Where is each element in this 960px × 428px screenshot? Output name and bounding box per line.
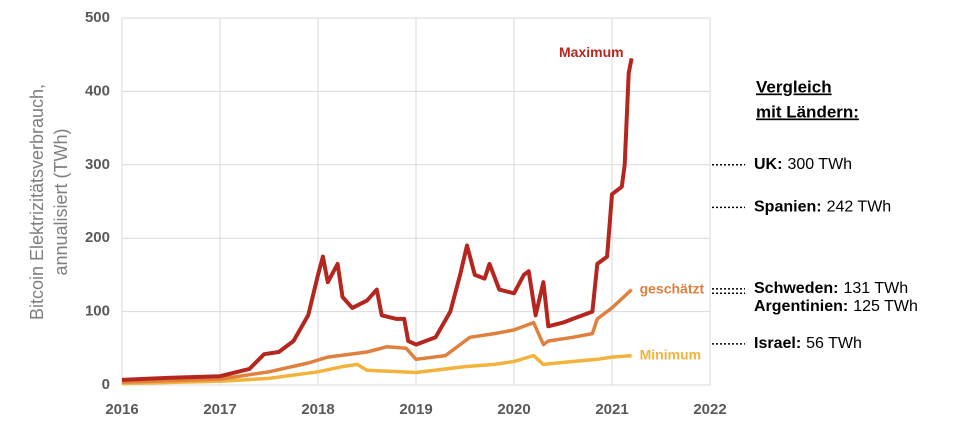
x-tick-label: 2020 <box>497 401 530 418</box>
reference-label: Argentinien: 125 TWh <box>754 298 918 315</box>
series-label: Maximum <box>559 44 624 60</box>
y-tick-label: 0 <box>102 376 110 393</box>
reference-label: Schweden: 131 TWh <box>754 280 908 297</box>
x-tick-label: 2018 <box>301 401 334 418</box>
reference-label: UK: 300 TWh <box>754 156 852 173</box>
reference-value: 125 TWh <box>853 298 918 315</box>
y-tick-label: 100 <box>85 303 110 320</box>
reference-value: 56 TWh <box>806 335 862 352</box>
y-tick-label: 200 <box>85 229 110 246</box>
y-axis-title: annualisiert (TWh) <box>51 128 71 275</box>
reference-label: Israel: 56 TWh <box>754 335 862 352</box>
reference-country: Schweden: <box>754 280 838 297</box>
x-tick-label: 2017 <box>203 401 236 418</box>
series-label: geschätzt <box>640 280 705 296</box>
y-tick-label: 400 <box>85 82 110 99</box>
reference-value: 300 TWh <box>787 156 852 173</box>
y-tick-label: 500 <box>85 9 110 26</box>
reference-label: Spanien: 242 TWh <box>754 199 891 216</box>
series-line <box>121 58 634 382</box>
x-tick-label: 2022 <box>693 401 726 418</box>
series-line <box>121 353 632 386</box>
comparison-title: mit Ländern: <box>756 102 859 121</box>
comparison-title: Vergleich <box>756 77 832 96</box>
reference-country: Argentinien: <box>754 298 848 315</box>
series-label: Minimum <box>640 346 701 362</box>
reference-country: UK: <box>754 156 782 173</box>
y-axis-title: Bitcoin Elektrizitätsverbrauch, <box>27 84 47 320</box>
x-tick-label: 2019 <box>399 401 432 418</box>
reference-country: Spanien: <box>754 199 822 216</box>
x-tick-label: 2021 <box>595 401 628 418</box>
series-line <box>121 288 633 384</box>
reference-value: 131 TWh <box>843 280 908 297</box>
reference-country: Israel: <box>754 335 801 352</box>
x-tick-label: 2016 <box>105 401 138 418</box>
y-tick-label: 300 <box>85 156 110 173</box>
reference-value: 242 TWh <box>827 199 892 216</box>
